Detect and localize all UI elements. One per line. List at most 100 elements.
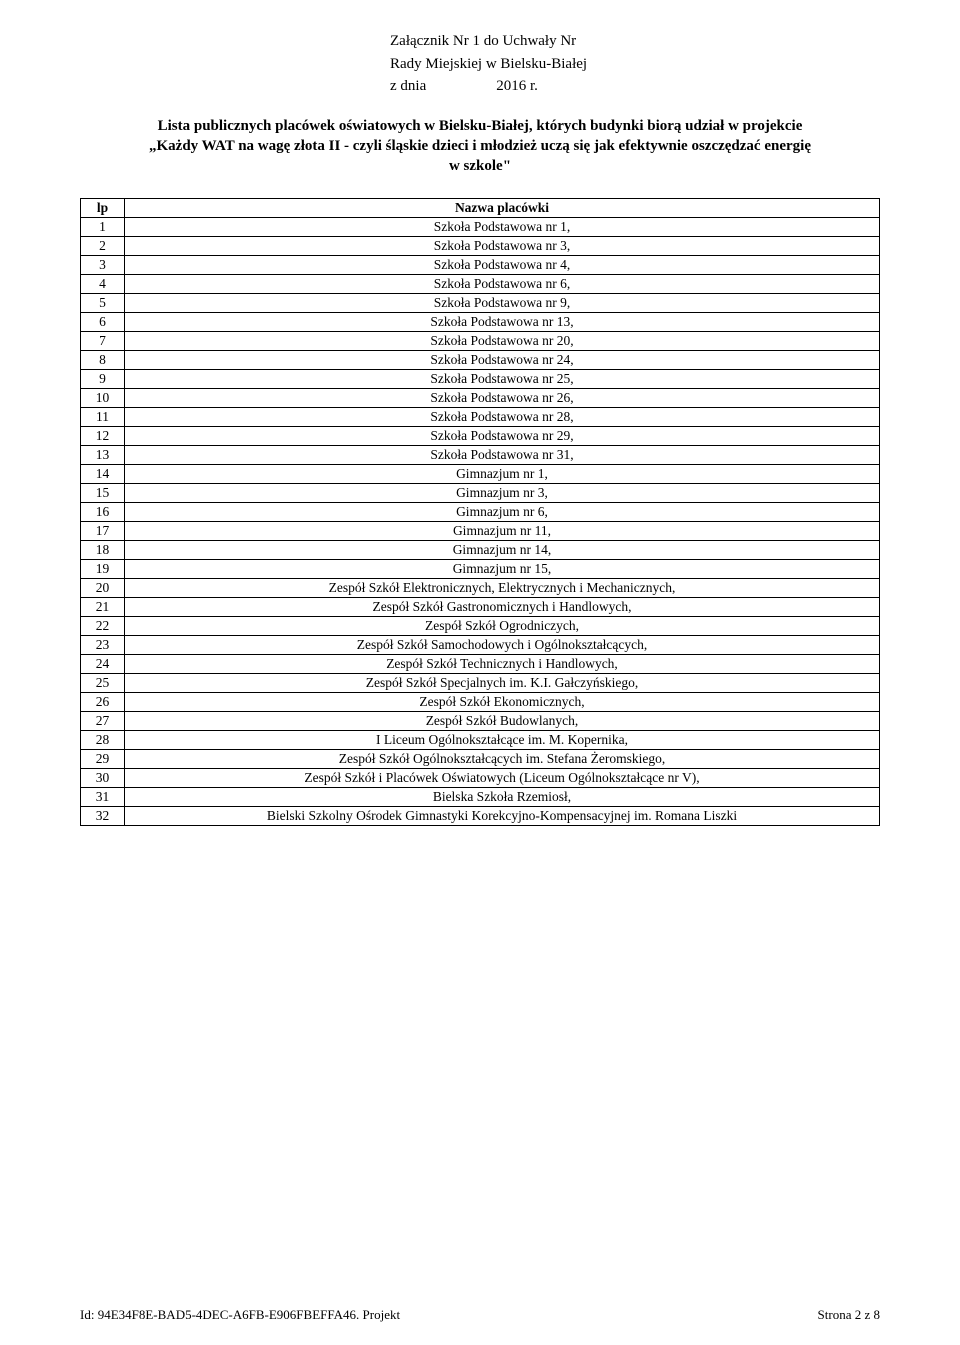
cell-name: Bielska Szkoła Rzemiosł,: [125, 788, 880, 807]
cell-lp: 24: [81, 655, 125, 674]
table-row: 30Zespół Szkół i Placówek Oświatowych (L…: [81, 769, 880, 788]
cell-lp: 6: [81, 313, 125, 332]
cell-name: Szkoła Podstawowa nr 29,: [125, 427, 880, 446]
cell-name: Szkoła Podstawowa nr 25,: [125, 370, 880, 389]
title-line-2: „Każdy WAT na wagę złota II - czyli śląs…: [80, 136, 880, 156]
attachment-header: Załącznik Nr 1 do Uchwały Nr Rady Miejsk…: [390, 30, 880, 98]
cell-lp: 2: [81, 237, 125, 256]
cell-name: Gimnazjum nr 11,: [125, 522, 880, 541]
table-row: 3Szkoła Podstawowa nr 4,: [81, 256, 880, 275]
col-header-lp: lp: [81, 199, 125, 218]
cell-name: Szkoła Podstawowa nr 31,: [125, 446, 880, 465]
cell-lp: 11: [81, 408, 125, 427]
cell-name: Szkoła Podstawowa nr 20,: [125, 332, 880, 351]
table-row: 18Gimnazjum nr 14,: [81, 541, 880, 560]
cell-name: I Liceum Ogólnokształcące im. M. Koperni…: [125, 731, 880, 750]
cell-name: Zespół Szkół Elektronicznych, Elektryczn…: [125, 579, 880, 598]
cell-lp: 31: [81, 788, 125, 807]
cell-name: Gimnazjum nr 3,: [125, 484, 880, 503]
cell-lp: 32: [81, 807, 125, 826]
cell-lp: 3: [81, 256, 125, 275]
col-header-name: Nazwa placówki: [125, 199, 880, 218]
table-row: 2Szkoła Podstawowa nr 3,: [81, 237, 880, 256]
cell-name: Szkoła Podstawowa nr 13,: [125, 313, 880, 332]
cell-lp: 9: [81, 370, 125, 389]
cell-name: Gimnazjum nr 1,: [125, 465, 880, 484]
cell-name: Zespół Szkół Technicznych i Handlowych,: [125, 655, 880, 674]
cell-name: Szkoła Podstawowa nr 6,: [125, 275, 880, 294]
table-row: 9Szkoła Podstawowa nr 25,: [81, 370, 880, 389]
cell-name: Gimnazjum nr 15,: [125, 560, 880, 579]
cell-name: Zespół Szkół Ekonomicznych,: [125, 693, 880, 712]
page-footer: Id: 94E34F8E-BAD5-4DEC-A6FB-E906FBEFFA46…: [80, 1307, 880, 1323]
footer-id: Id: 94E34F8E-BAD5-4DEC-A6FB-E906FBEFFA46…: [80, 1307, 400, 1323]
cell-lp: 8: [81, 351, 125, 370]
table-row: 26Zespół Szkół Ekonomicznych,: [81, 693, 880, 712]
cell-name: Zespół Szkół i Placówek Oświatowych (Lic…: [125, 769, 880, 788]
cell-name: Szkoła Podstawowa nr 4,: [125, 256, 880, 275]
cell-lp: 14: [81, 465, 125, 484]
cell-name: Zespół Szkół Samochodowych i Ogólnokszta…: [125, 636, 880, 655]
facilities-table: lp Nazwa placówki 1Szkoła Podstawowa nr …: [80, 198, 880, 826]
cell-lp: 20: [81, 579, 125, 598]
table-row: 22Zespół Szkół Ogrodniczych,: [81, 617, 880, 636]
header-line-3-right: 2016 r.: [496, 75, 538, 98]
header-line-3: z dnia 2016 r.: [390, 75, 880, 98]
table-row: 11Szkoła Podstawowa nr 28,: [81, 408, 880, 427]
cell-name: Zespół Szkół Budowlanych,: [125, 712, 880, 731]
cell-lp: 13: [81, 446, 125, 465]
cell-lp: 7: [81, 332, 125, 351]
cell-lp: 4: [81, 275, 125, 294]
page: Załącznik Nr 1 do Uchwały Nr Rady Miejsk…: [0, 0, 960, 1345]
table-row: 29Zespół Szkół Ogólnokształcących im. St…: [81, 750, 880, 769]
table-header-row: lp Nazwa placówki: [81, 199, 880, 218]
cell-lp: 17: [81, 522, 125, 541]
cell-lp: 16: [81, 503, 125, 522]
cell-name: Szkoła Podstawowa nr 26,: [125, 389, 880, 408]
table-row: 12Szkoła Podstawowa nr 29,: [81, 427, 880, 446]
table-row: 32Bielski Szkolny Ośrodek Gimnastyki Kor…: [81, 807, 880, 826]
cell-lp: 28: [81, 731, 125, 750]
cell-lp: 30: [81, 769, 125, 788]
cell-lp: 10: [81, 389, 125, 408]
header-line-2: Rady Miejskiej w Bielsku-Białej: [390, 53, 880, 76]
cell-lp: 19: [81, 560, 125, 579]
table-row: 4Szkoła Podstawowa nr 6,: [81, 275, 880, 294]
table-row: 20Zespół Szkół Elektronicznych, Elektryc…: [81, 579, 880, 598]
cell-lp: 18: [81, 541, 125, 560]
table-row: 14Gimnazjum nr 1,: [81, 465, 880, 484]
table-row: 6Szkoła Podstawowa nr 13,: [81, 313, 880, 332]
table-row: 8Szkoła Podstawowa nr 24,: [81, 351, 880, 370]
cell-lp: 21: [81, 598, 125, 617]
cell-name: Szkoła Podstawowa nr 3,: [125, 237, 880, 256]
table-row: 31Bielska Szkoła Rzemiosł,: [81, 788, 880, 807]
table-row: 13Szkoła Podstawowa nr 31,: [81, 446, 880, 465]
cell-lp: 15: [81, 484, 125, 503]
cell-name: Szkoła Podstawowa nr 28,: [125, 408, 880, 427]
cell-lp: 27: [81, 712, 125, 731]
header-line-1: Załącznik Nr 1 do Uchwały Nr: [390, 30, 880, 53]
cell-name: Bielski Szkolny Ośrodek Gimnastyki Korek…: [125, 807, 880, 826]
cell-name: Zespół Szkół Ogólnokształcących im. Stef…: [125, 750, 880, 769]
table-row: 25Zespół Szkół Specjalnych im. K.I. Gałc…: [81, 674, 880, 693]
table-row: 17Gimnazjum nr 11,: [81, 522, 880, 541]
cell-name: Zespół Szkół Ogrodniczych,: [125, 617, 880, 636]
title-line-1: Lista publicznych placówek oświatowych w…: [158, 118, 803, 134]
title-line-3: w szkole": [80, 156, 880, 176]
cell-name: Gimnazjum nr 6,: [125, 503, 880, 522]
table-row: 16Gimnazjum nr 6,: [81, 503, 880, 522]
cell-name: Gimnazjum nr 14,: [125, 541, 880, 560]
document-title: Lista publicznych placówek oświatowych w…: [80, 116, 880, 177]
table-row: 10Szkoła Podstawowa nr 26,: [81, 389, 880, 408]
cell-lp: 12: [81, 427, 125, 446]
cell-name: Szkoła Podstawowa nr 9,: [125, 294, 880, 313]
cell-name: Szkoła Podstawowa nr 24,: [125, 351, 880, 370]
table-row: 21Zespół Szkół Gastronomicznych i Handlo…: [81, 598, 880, 617]
table-row: 7Szkoła Podstawowa nr 20,: [81, 332, 880, 351]
cell-lp: 1: [81, 218, 125, 237]
table-row: 1Szkoła Podstawowa nr 1,: [81, 218, 880, 237]
footer-page-number: Strona 2 z 8: [818, 1307, 880, 1323]
cell-lp: 29: [81, 750, 125, 769]
cell-lp: 22: [81, 617, 125, 636]
cell-lp: 5: [81, 294, 125, 313]
